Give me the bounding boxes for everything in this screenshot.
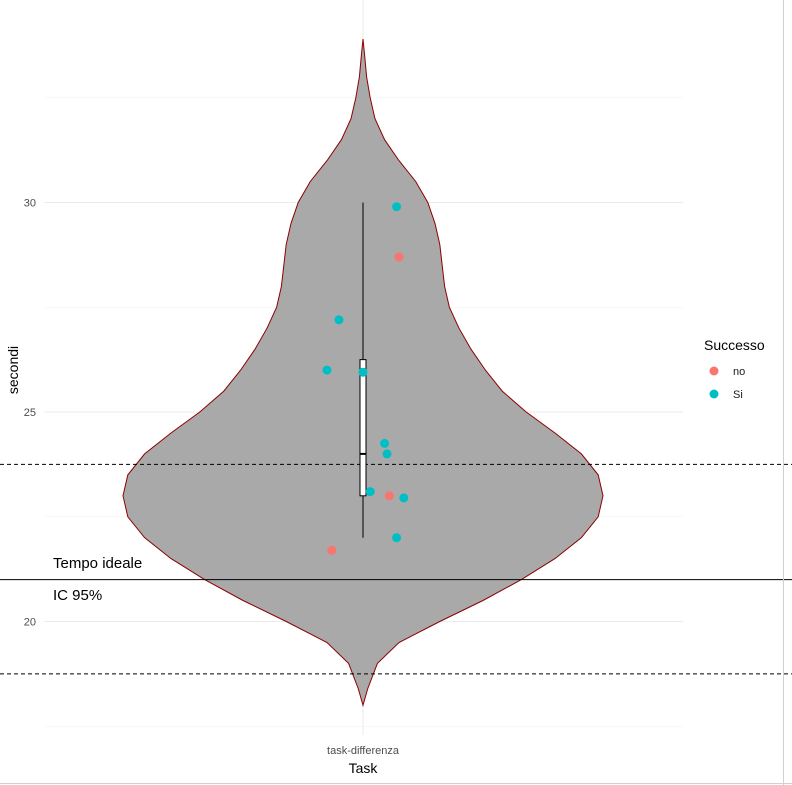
point-5-si bbox=[358, 367, 368, 377]
point-10-si bbox=[399, 493, 409, 503]
point-9-no bbox=[384, 491, 394, 501]
point-7-si bbox=[382, 449, 392, 459]
y-tick-20: 20 bbox=[24, 617, 36, 629]
reference-lines bbox=[0, 463, 792, 675]
point-11-si bbox=[392, 533, 402, 543]
boxplot-layer bbox=[359, 202, 367, 538]
y-axis-title: secondi bbox=[5, 346, 21, 394]
y-axis-ticks: 20 25 30 bbox=[24, 198, 36, 629]
legend: Successo no Si bbox=[704, 337, 765, 401]
legend-swatch-no bbox=[709, 366, 719, 376]
point-12-no bbox=[327, 545, 337, 555]
legend-title: Successo bbox=[704, 337, 765, 353]
point-3-si bbox=[334, 315, 344, 325]
x-axis-title: Task bbox=[349, 760, 379, 776]
annotation-tempo-ideale: Tempo ideale bbox=[53, 555, 142, 572]
point-6-si bbox=[380, 438, 390, 448]
annotation-ic-95: IC 95% bbox=[53, 587, 102, 604]
legend-label-no: no bbox=[733, 366, 745, 378]
legend-swatch-si bbox=[709, 389, 719, 399]
point-4-si bbox=[322, 365, 332, 375]
y-tick-25: 25 bbox=[24, 407, 36, 419]
point-1-si bbox=[392, 202, 402, 212]
point-2-no bbox=[394, 252, 404, 262]
point-8-si bbox=[365, 487, 375, 497]
legend-label-si: Si bbox=[733, 389, 743, 401]
x-tick-label: task-differenza bbox=[327, 745, 400, 757]
y-tick-30: 30 bbox=[24, 198, 36, 210]
box-iqr bbox=[359, 359, 367, 497]
points-layer bbox=[322, 202, 409, 555]
